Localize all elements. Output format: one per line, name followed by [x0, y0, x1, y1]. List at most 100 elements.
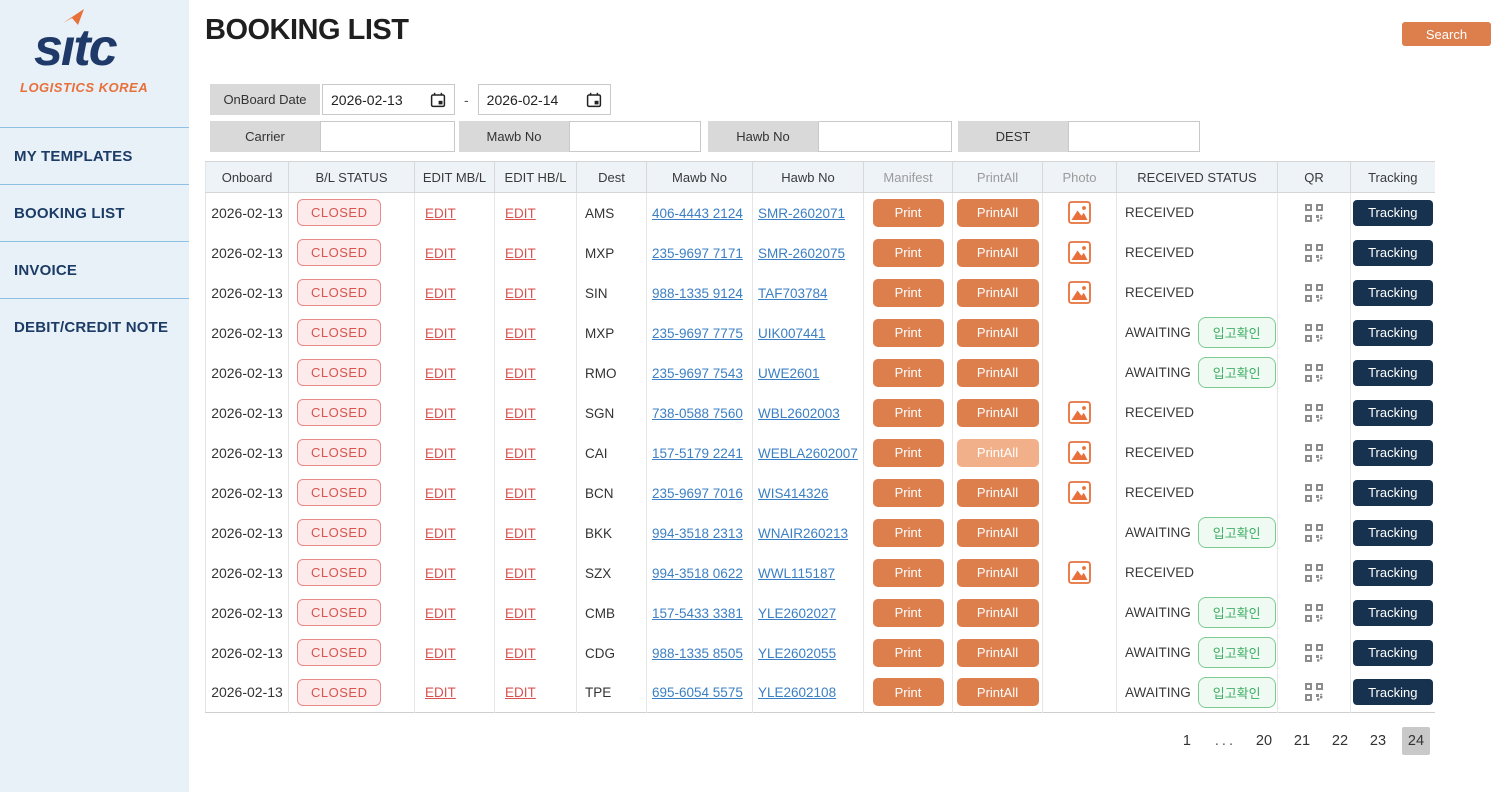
edit-hbl-link[interactable]: EDIT	[505, 405, 536, 421]
qr-icon[interactable]	[1305, 243, 1323, 262]
edit-hbl-link[interactable]: EDIT	[505, 565, 536, 581]
printall-button[interactable]: PrintAll	[956, 638, 1039, 667]
edit-hbl-link[interactable]: EDIT	[505, 365, 536, 381]
edit-hbl-link[interactable]: EDIT	[505, 485, 536, 501]
photo-icon[interactable]	[1068, 441, 1091, 464]
printall-button[interactable]: PrintAll	[956, 558, 1039, 587]
hawb-link[interactable]: YLE2602055	[758, 645, 837, 661]
receive-confirm-button[interactable]: 입고확인	[1197, 676, 1276, 708]
edit-mbl-link[interactable]: EDIT	[425, 445, 456, 461]
printall-button[interactable]: PrintAll	[956, 438, 1039, 467]
page-button-22[interactable]: 22	[1331, 733, 1349, 749]
printall-button[interactable]: PrintAll	[956, 398, 1039, 427]
edit-mbl-link[interactable]: EDIT	[425, 565, 456, 581]
photo-icon[interactable]	[1068, 241, 1091, 264]
page-button-20[interactable]: 20	[1255, 733, 1273, 749]
receive-confirm-button[interactable]: 입고확인	[1197, 637, 1276, 668]
tracking-button[interactable]: Tracking	[1352, 319, 1433, 346]
mawb-link[interactable]: 235-9697 7775	[652, 325, 743, 341]
photo-icon[interactable]	[1068, 201, 1091, 225]
mawb-link[interactable]: 738-0588 7560	[652, 405, 743, 421]
print-button[interactable]: Print	[872, 638, 944, 667]
print-button[interactable]: Print	[872, 318, 944, 347]
hawb-link[interactable]: SMR-2602071	[758, 205, 846, 221]
edit-hbl-link[interactable]: EDIT	[505, 525, 536, 541]
mawb-link[interactable]: 235-9697 7016	[652, 485, 743, 501]
edit-mbl-link[interactable]: EDIT	[425, 605, 456, 621]
print-button[interactable]: Print	[872, 238, 944, 267]
print-button[interactable]: Print	[872, 398, 944, 427]
hawb-link[interactable]: UIK007441	[758, 325, 826, 341]
hawb-link[interactable]: WNAIR260213	[758, 525, 849, 541]
photo-icon[interactable]	[1068, 281, 1091, 304]
printall-button[interactable]: PrintAll	[956, 358, 1039, 387]
hawb-link[interactable]: WIS414326	[758, 485, 829, 501]
hawb-link[interactable]: UWE2601	[758, 365, 820, 381]
page-button-24[interactable]: 24	[1402, 727, 1430, 755]
print-button[interactable]: Print	[872, 598, 944, 627]
qr-icon[interactable]	[1305, 403, 1323, 422]
mawb-link[interactable]: 988-1335 8505	[652, 645, 743, 661]
photo-icon[interactable]	[1068, 481, 1091, 504]
print-button[interactable]: Print	[872, 198, 944, 227]
qr-icon[interactable]	[1305, 323, 1323, 342]
printall-button[interactable]: PrintAll	[956, 238, 1039, 267]
mawb-link[interactable]: 988-1335 9124	[652, 285, 743, 301]
printall-button[interactable]: PrintAll	[956, 278, 1039, 307]
tracking-button[interactable]: Tracking	[1352, 639, 1433, 666]
qr-icon[interactable]	[1305, 523, 1323, 542]
edit-mbl-link[interactable]: EDIT	[425, 485, 456, 501]
hawb-link[interactable]: WWL115187	[758, 565, 836, 581]
hawb-link[interactable]: TAF703784	[758, 285, 828, 301]
mawb-input[interactable]	[569, 121, 701, 152]
edit-mbl-link[interactable]: EDIT	[425, 405, 456, 421]
edit-hbl-link[interactable]: EDIT	[505, 645, 536, 661]
mawb-link[interactable]: 406-4443 2124	[652, 205, 743, 221]
tracking-button[interactable]: Tracking	[1352, 279, 1433, 306]
tracking-button[interactable]: Tracking	[1352, 239, 1433, 266]
mawb-link[interactable]: 994-3518 0622	[652, 565, 743, 581]
printall-button[interactable]: PrintAll	[956, 478, 1039, 507]
qr-icon[interactable]	[1305, 683, 1323, 702]
mawb-link[interactable]: 157-5179 2241	[652, 445, 743, 461]
printall-button[interactable]: PrintAll	[956, 598, 1039, 627]
hawb-link[interactable]: WEBLA2602007	[758, 445, 858, 461]
hawb-link[interactable]: YLE2602027	[758, 605, 837, 621]
print-button[interactable]: Print	[872, 478, 944, 507]
receive-confirm-button[interactable]: 입고확인	[1197, 597, 1276, 628]
qr-icon[interactable]	[1305, 563, 1323, 582]
tracking-button[interactable]: Tracking	[1352, 519, 1433, 546]
tracking-button[interactable]: Tracking	[1352, 479, 1433, 506]
edit-mbl-link[interactable]: EDIT	[425, 645, 456, 661]
sidebar-item-my-templates[interactable]: MY TEMPLATES	[0, 127, 189, 184]
edit-mbl-link[interactable]: EDIT	[425, 525, 456, 541]
tracking-button[interactable]: Tracking	[1352, 559, 1433, 586]
calendar-icon[interactable]	[586, 92, 602, 108]
tracking-button[interactable]: Tracking	[1352, 679, 1433, 706]
mawb-link[interactable]: 157-5433 3381	[652, 605, 743, 621]
edit-hbl-link[interactable]: EDIT	[505, 205, 536, 221]
photo-icon[interactable]	[1068, 561, 1091, 584]
page-button-23[interactable]: 23	[1369, 733, 1387, 749]
hawb-input[interactable]	[818, 121, 952, 152]
receive-confirm-button[interactable]: 입고확인	[1197, 357, 1276, 388]
page-button-21[interactable]: 21	[1293, 733, 1311, 749]
receive-confirm-button[interactable]: 입고확인	[1197, 317, 1276, 348]
edit-mbl-link[interactable]: EDIT	[425, 365, 456, 381]
edit-mbl-link[interactable]: EDIT	[425, 685, 456, 701]
tracking-button[interactable]: Tracking	[1352, 439, 1433, 466]
mawb-link[interactable]: 235-9697 7171	[652, 245, 743, 261]
edit-hbl-link[interactable]: EDIT	[505, 605, 536, 621]
mawb-link[interactable]: 235-9697 7543	[652, 365, 743, 381]
mawb-link[interactable]: 695-6054 5575	[652, 685, 743, 701]
qr-icon[interactable]	[1305, 203, 1323, 222]
sidebar-item-debit-credit-note[interactable]: DEBIT/CREDIT NOTE	[0, 298, 189, 355]
sidebar-item-invoice[interactable]: INVOICE	[0, 241, 189, 298]
page-button-1[interactable]: 1	[1182, 733, 1191, 749]
edit-mbl-link[interactable]: EDIT	[425, 285, 456, 301]
print-button[interactable]: Print	[872, 278, 944, 307]
edit-hbl-link[interactable]: EDIT	[505, 285, 536, 301]
receive-confirm-button[interactable]: 입고확인	[1197, 517, 1276, 548]
edit-mbl-link[interactable]: EDIT	[425, 205, 456, 221]
hawb-link[interactable]: YLE2602108	[758, 685, 837, 701]
